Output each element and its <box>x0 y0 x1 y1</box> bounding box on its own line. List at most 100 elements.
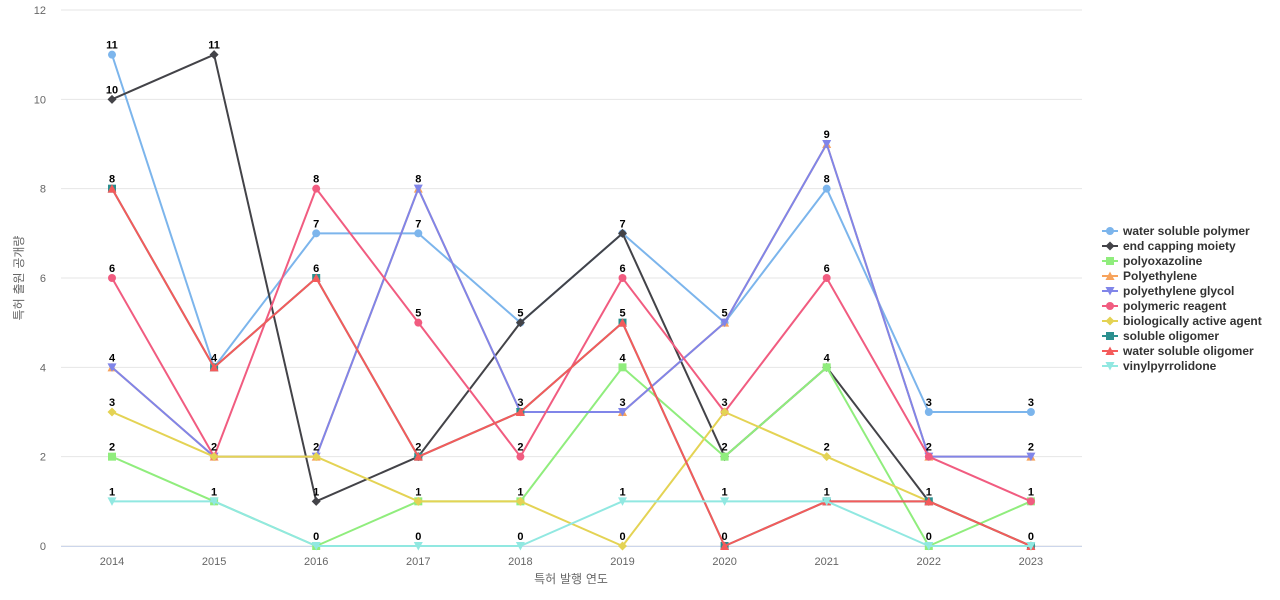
legend-marker[interactable] <box>1106 332 1114 340</box>
legend-item[interactable]: water soluble oligomer <box>1102 344 1254 358</box>
data-point[interactable] <box>312 184 321 193</box>
series-line <box>111 187 1032 547</box>
legend-marker[interactable] <box>1105 271 1115 281</box>
legend-label[interactable]: biologically active agent <box>1123 314 1262 328</box>
legend-label[interactable]: polyethylene glycol <box>1123 284 1234 298</box>
data-point[interactable] <box>720 452 729 461</box>
data-point[interactable] <box>413 496 423 506</box>
data-point[interactable] <box>822 140 832 149</box>
legend-marker[interactable] <box>1105 346 1115 356</box>
legend-marker[interactable] <box>1105 362 1115 371</box>
data-label: 2 <box>722 442 728 454</box>
legend-item[interactable]: polyoxazoline <box>1102 254 1203 268</box>
legend-item[interactable]: soluble oligomer <box>1102 329 1219 343</box>
data-point[interactable] <box>311 273 321 283</box>
data-point[interactable] <box>107 363 117 372</box>
data-point[interactable] <box>515 318 525 328</box>
data-point[interactable] <box>107 184 117 193</box>
data-point[interactable] <box>311 542 321 551</box>
data-point[interactable] <box>108 452 116 461</box>
data-point[interactable] <box>924 452 933 461</box>
data-point[interactable] <box>822 452 832 462</box>
data-point[interactable] <box>209 50 219 60</box>
legend-label[interactable]: polyoxazoline <box>1123 254 1203 268</box>
legend-item[interactable]: polymeric reagent <box>1102 299 1226 313</box>
data-label: 4 <box>619 352 626 364</box>
data-point[interactable] <box>107 407 117 417</box>
data-point[interactable] <box>413 184 423 194</box>
data-point[interactable] <box>209 362 219 372</box>
data-point[interactable] <box>618 408 627 417</box>
legend-label[interactable]: vinylpyrrolidone <box>1123 359 1217 373</box>
legend-label[interactable]: soluble oligomer <box>1123 329 1219 343</box>
legend-marker[interactable] <box>1105 287 1115 296</box>
legend-marker[interactable] <box>1106 257 1114 265</box>
data-label: 0 <box>313 531 319 543</box>
data-point[interactable] <box>311 496 321 506</box>
data-point[interactable] <box>413 542 423 551</box>
data-point[interactable] <box>924 408 933 416</box>
data-point[interactable] <box>209 497 219 506</box>
data-point[interactable] <box>108 50 116 59</box>
data-label: 10 <box>106 84 118 96</box>
legend-marker[interactable] <box>1106 227 1114 235</box>
legend-item[interactable]: Polyethylene <box>1102 269 1197 283</box>
data-point[interactable] <box>924 542 934 551</box>
data-point[interactable] <box>822 497 832 506</box>
data-point[interactable] <box>618 541 627 551</box>
legend-label[interactable]: water soluble oligomer <box>1122 344 1254 358</box>
data-point[interactable] <box>618 497 627 506</box>
legend-label[interactable]: Polyethylene <box>1123 269 1197 283</box>
data-point[interactable] <box>107 94 117 104</box>
legend-marker[interactable] <box>1105 316 1115 326</box>
data-point[interactable] <box>618 363 627 372</box>
data-point[interactable] <box>312 229 321 238</box>
legend-item[interactable]: vinylpyrrolidone <box>1102 359 1217 373</box>
data-point[interactable] <box>413 452 423 461</box>
legend-marker[interactable] <box>1106 302 1114 310</box>
legend-item[interactable]: polyethylene glycol <box>1102 284 1234 298</box>
x-tick-label: 2015 <box>202 556 226 568</box>
data-point[interactable] <box>108 274 116 282</box>
data-point[interactable] <box>1026 542 1036 551</box>
x-tick-label: 2016 <box>304 556 328 568</box>
data-point[interactable] <box>822 274 831 282</box>
data-point[interactable] <box>414 318 423 327</box>
data-point[interactable] <box>924 496 934 506</box>
data-point[interactable] <box>720 497 730 506</box>
data-point[interactable] <box>720 541 730 551</box>
legend-marker[interactable] <box>1105 241 1115 251</box>
data-point[interactable] <box>822 184 831 193</box>
data-point[interactable] <box>209 452 219 462</box>
x-tick-label: 2022 <box>917 556 941 568</box>
data-point[interactable] <box>311 452 321 462</box>
legend-item[interactable]: end capping moiety <box>1102 239 1236 253</box>
series-line <box>111 53 1032 413</box>
legend-item[interactable]: water soluble polymer <box>1102 224 1250 238</box>
data-point[interactable] <box>822 363 831 372</box>
data-point[interactable] <box>1026 452 1036 462</box>
legend-label[interactable]: polymeric reagent <box>1123 299 1226 313</box>
data-point[interactable] <box>515 407 525 417</box>
data-point[interactable] <box>515 542 525 551</box>
data-point[interactable] <box>618 274 627 282</box>
x-tick-label: 2020 <box>712 556 736 568</box>
data-point[interactable] <box>720 318 730 328</box>
legend-label[interactable]: water soluble polymer <box>1122 224 1250 238</box>
data-label: 4 <box>109 352 116 364</box>
data-point[interactable] <box>107 497 117 506</box>
data-label: 1 <box>619 486 625 498</box>
data-point[interactable] <box>1026 408 1035 416</box>
data-point[interactable] <box>720 407 730 417</box>
data-point[interactable] <box>414 229 423 238</box>
data-point[interactable] <box>618 318 627 327</box>
data-point[interactable] <box>515 496 525 506</box>
series-line <box>111 53 1032 547</box>
data-point[interactable] <box>1026 497 1035 506</box>
data-point[interactable] <box>618 228 627 238</box>
legend-item[interactable]: biologically active agent <box>1102 314 1262 328</box>
legend-label[interactable]: end capping moiety <box>1123 239 1236 253</box>
data-point[interactable] <box>516 452 525 461</box>
